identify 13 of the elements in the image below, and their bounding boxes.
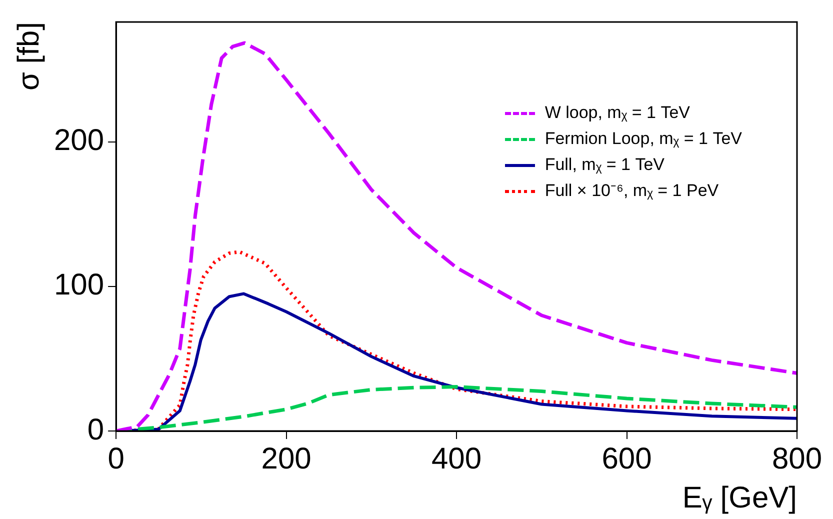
x-tick-label: 200 [261,442,312,476]
x-tick-label: 400 [431,442,482,476]
legend-label: W loop, mᵪ = 1 TeV [544,102,690,124]
y-tick-label: 100 [54,268,104,302]
legend-label: Fermion Loop, mᵪ = 1 TeV [544,128,742,150]
legend-label: Full × 10⁻⁶, mᵪ = 1 PeV [544,180,719,202]
x-tick-label: 800 [772,442,822,476]
y-tick-label: 0 [87,413,104,446]
y-tick-label: 200 [54,124,104,158]
legend-label: Full, mᵪ = 1 TeV [544,154,664,176]
y-axis-title: σ [fb] [12,22,46,91]
x-tick-label: 600 [602,442,652,476]
x-axis-title: Eᵧ [GeV] [682,481,797,514]
